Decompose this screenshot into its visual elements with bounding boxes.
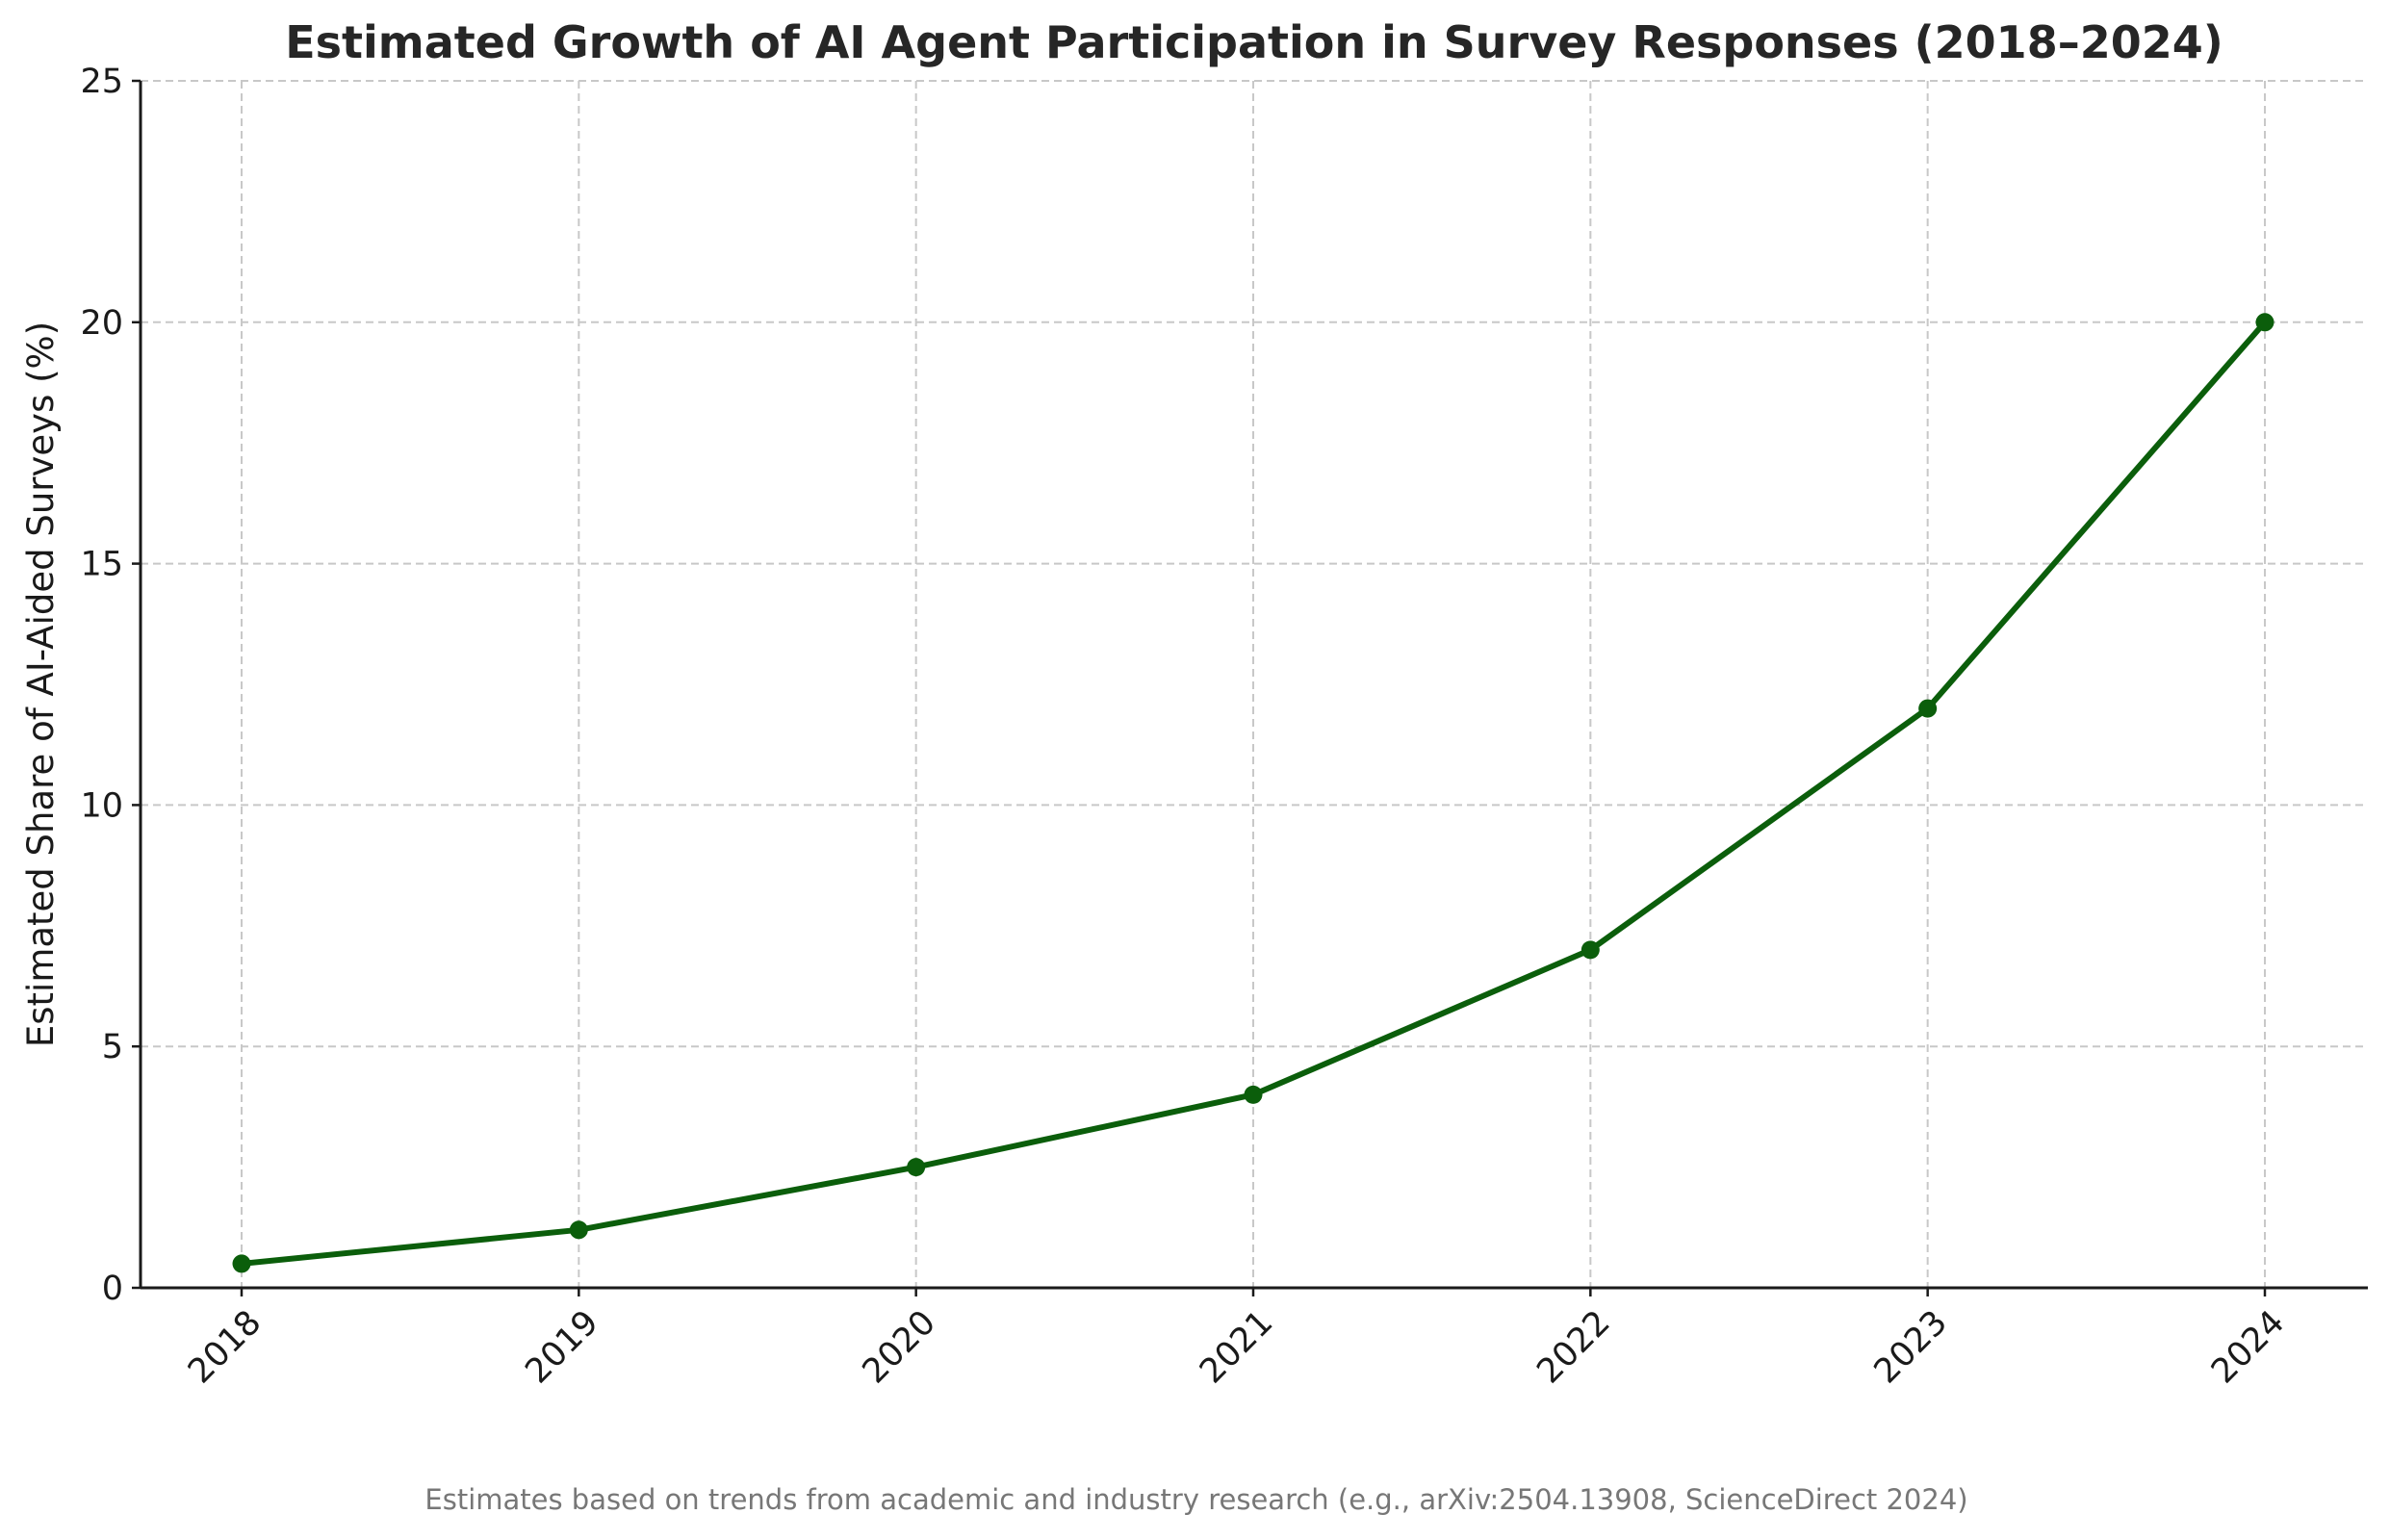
y-axis-ticks: 0 5 10 15 20 25: [80, 63, 141, 1308]
x-tick-label: 2020: [856, 1303, 943, 1391]
x-axis-ticks: 2018 2019 2020 2021 2022 2023 2024: [181, 1288, 2292, 1391]
data-point: [1244, 1085, 1263, 1104]
chart-title: Estimated Growth of AI Agent Participati…: [285, 16, 2223, 68]
y-axis-label: Estimated Share of AI-Aided Surveys (%): [20, 321, 62, 1047]
x-tick-label: 2018: [181, 1303, 269, 1391]
data-point: [907, 1158, 926, 1177]
grid: [141, 80, 2368, 1288]
x-tick-label: 2022: [1529, 1303, 1617, 1391]
source-annotation: Estimates based on trends from academic …: [424, 1483, 1967, 1516]
data-point: [1580, 940, 1600, 960]
y-tick-label: 5: [102, 1028, 123, 1066]
y-tick-label: 0: [102, 1270, 123, 1308]
x-tick-label: 2024: [2204, 1303, 2292, 1391]
data-point: [569, 1220, 588, 1240]
x-tick-label: 2021: [1193, 1303, 1280, 1391]
y-tick-label: 25: [80, 63, 123, 101]
y-tick-label: 10: [80, 786, 123, 825]
y-tick-label: 20: [80, 304, 123, 343]
series-layer: [232, 313, 2274, 1273]
data-point: [232, 1254, 251, 1273]
data-point: [1918, 699, 1938, 718]
y-tick-label: 15: [80, 546, 123, 584]
data-point: [2255, 313, 2274, 332]
x-tick-label: 2023: [1867, 1303, 1955, 1391]
x-tick-label: 2019: [518, 1303, 605, 1391]
